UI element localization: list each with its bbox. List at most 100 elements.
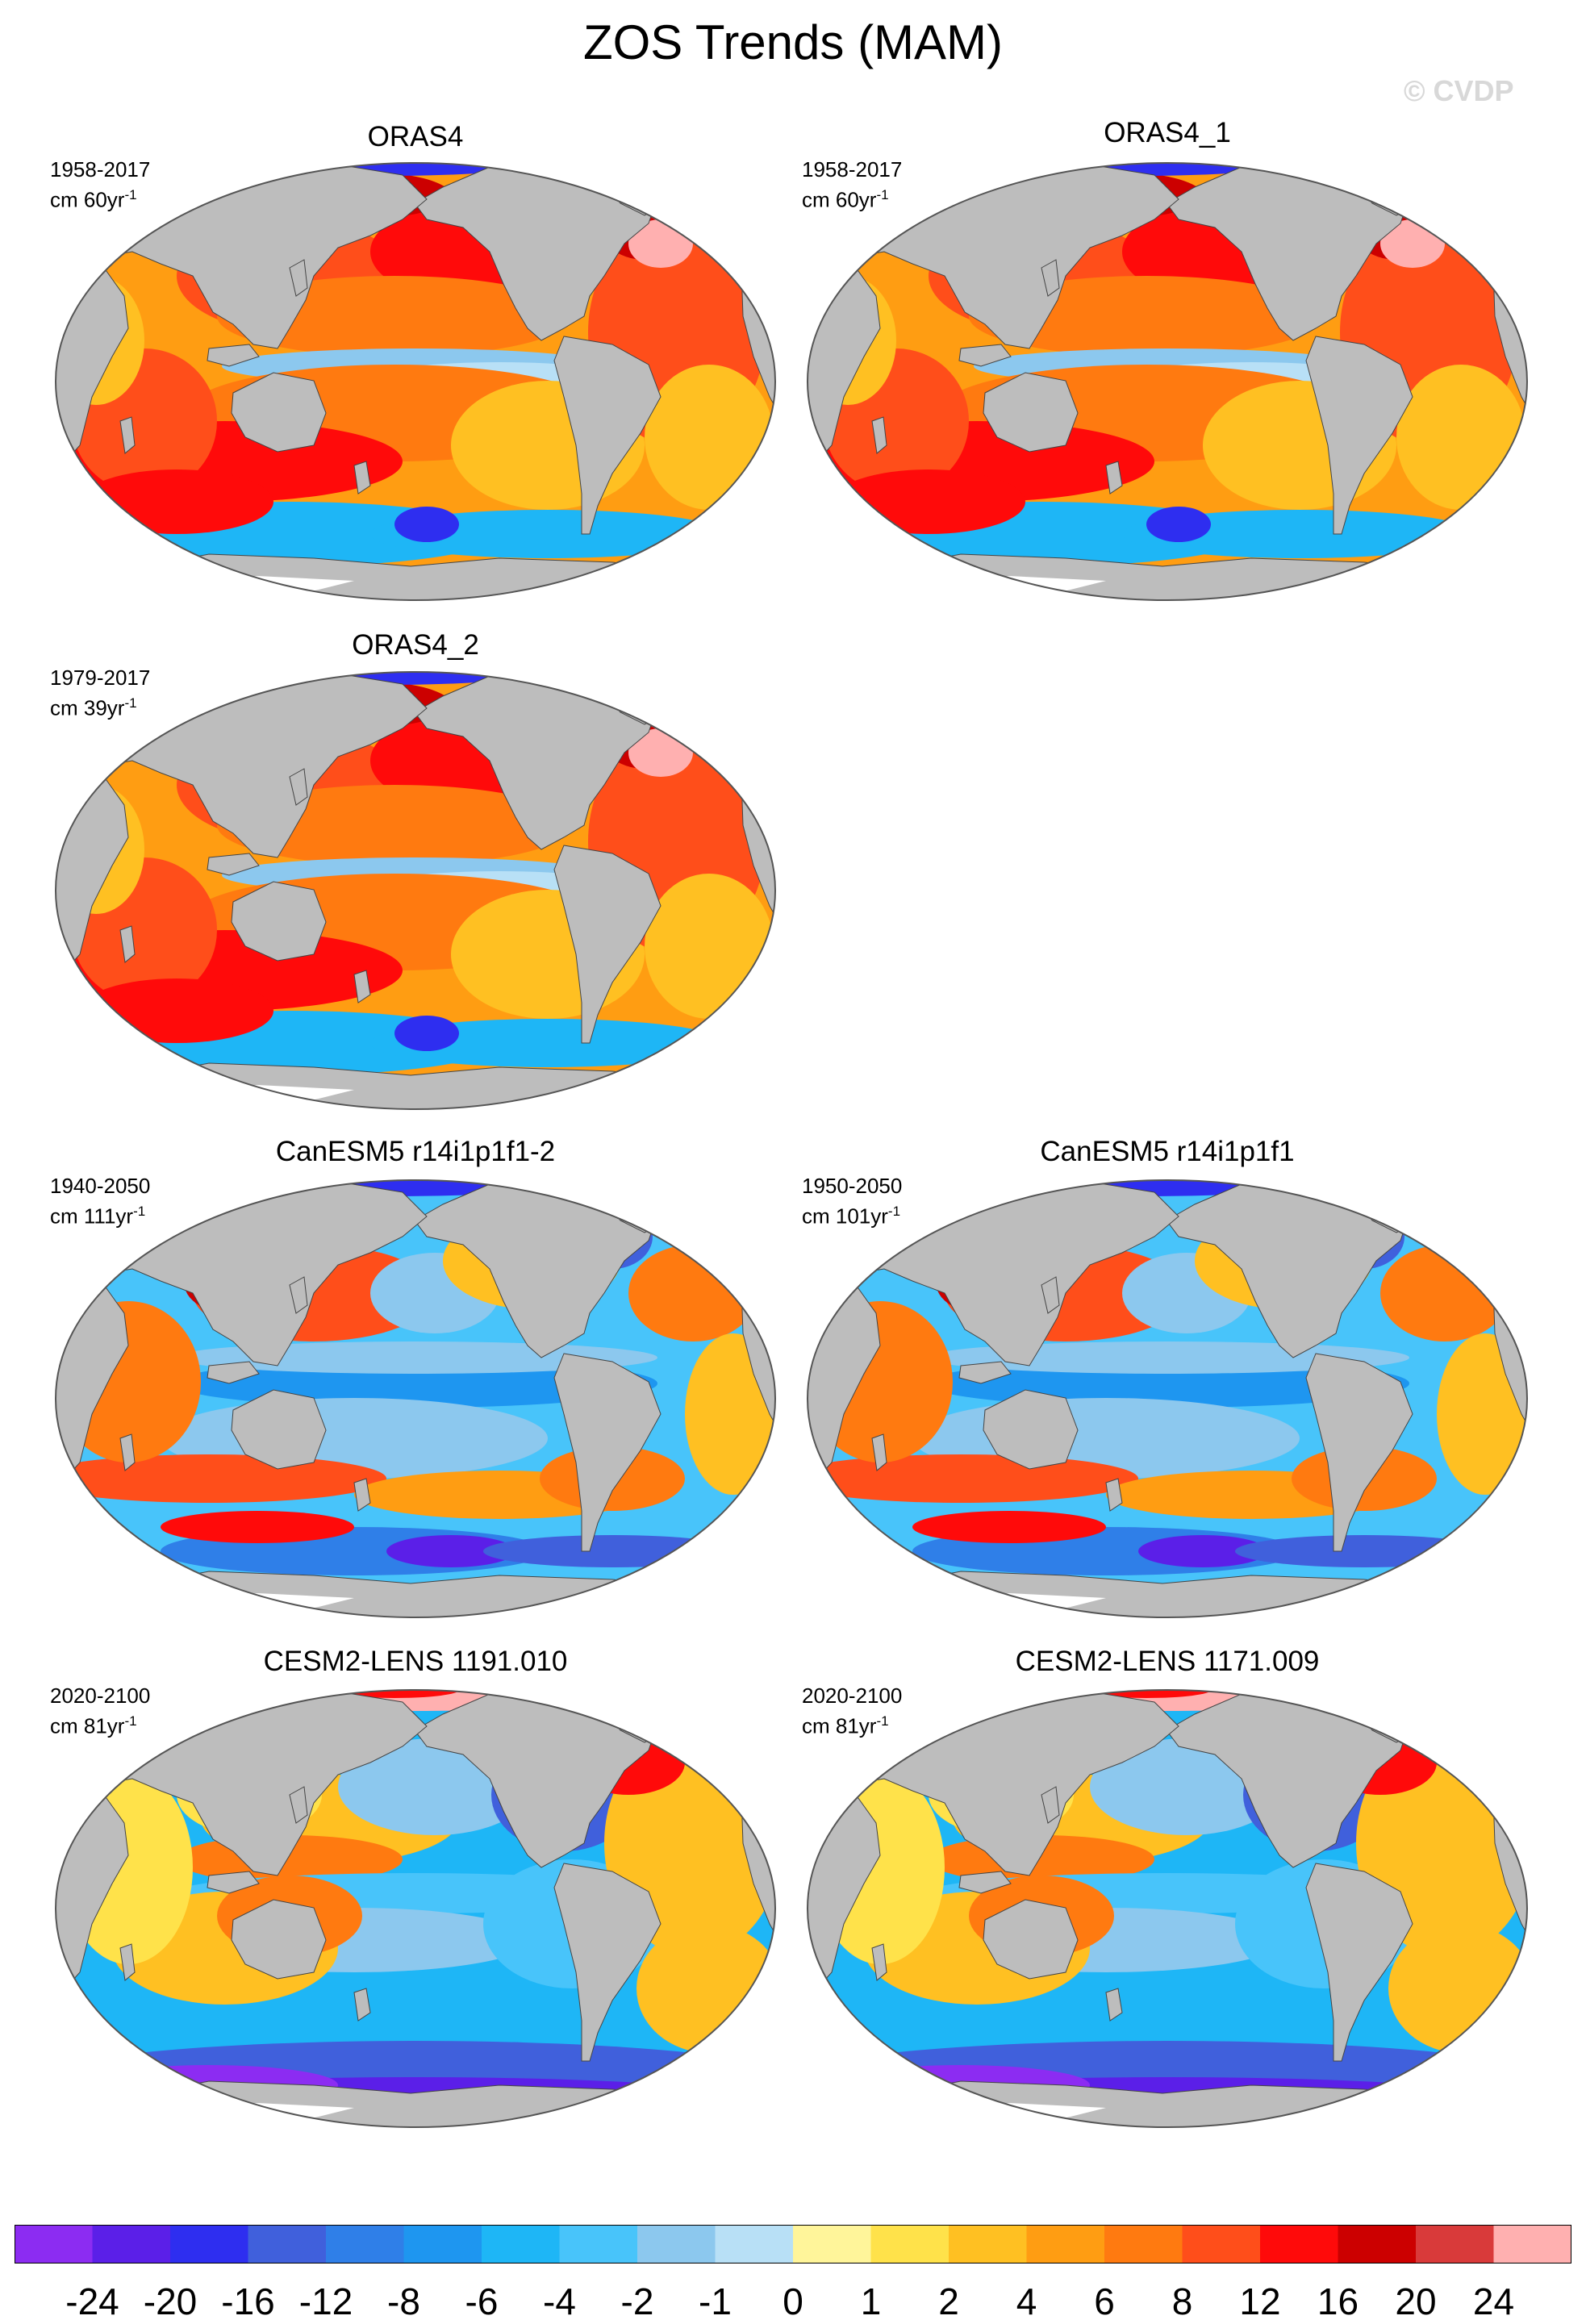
land-japan [1041,1786,1060,1824]
colorbar-swatch [15,2225,93,2264]
land-namerica [1166,163,1413,341]
colorbar-swatch [403,2225,482,2264]
land-indonesia [958,344,1012,367]
anomaly-patch [394,507,459,542]
map-outline [55,671,776,1110]
anomaly-patch [636,1924,775,2053]
anomaly-patch [645,365,774,510]
units-text: cm 60yr-1 [802,187,889,212]
land-namerica [414,672,662,850]
land-japan [289,1786,308,1824]
land-japan [1041,259,1060,297]
land-namerica [414,163,662,341]
map-panel-oras4-1 [807,162,1528,601]
colorbar-label: 2 [938,2280,959,2322]
land-europe [692,687,775,774]
colorbar-label: 16 [1317,2280,1359,2322]
colorbar-label: -24 [65,2280,119,2322]
land-indonesia [207,344,260,367]
land-indonesia [207,1871,260,1894]
colorbar-label: 12 [1239,2280,1281,2322]
colorbar-label: -8 [387,2280,420,2322]
anomaly-patch [330,1690,459,1698]
land-madagascar [119,416,136,454]
period-text: 1940-2050 [50,1174,151,1198]
units-text: cm 60yr-1 [50,187,137,212]
anomaly-patch [386,1535,515,1567]
period-text: 2020-2100 [50,1684,151,1708]
colorbar-swatch [870,2225,950,2264]
colorbar-swatch [1182,2225,1261,2264]
colorbar-swatch [1338,2225,1417,2264]
land-samerica [1305,1353,1413,1552]
colorbar-swatch [1493,2225,1571,2264]
land-nz [353,1478,371,1512]
anomaly-patch [1388,1924,1527,2053]
colorbar-swatch [482,2225,560,2264]
units-text: cm 111yr-1 [50,1204,146,1229]
colorbar-swatch [559,2225,638,2264]
panel-period-oras4-1: 1958-2017 cm 60yr-1 [802,156,902,213]
anomaly-patch [1235,1535,1493,1567]
anomaly-patch [1122,510,1477,558]
land-europe [692,1195,775,1282]
land-samerica [553,1863,662,2062]
land-madagascar [119,1433,136,1471]
land-nz [1105,1478,1123,1512]
anomaly-patch [80,978,273,1043]
colorbar [15,2225,1571,2264]
colorbar-label: -12 [298,2280,353,2322]
period-text: 2020-2100 [802,1684,903,1708]
anomaly-patch [1146,507,1211,542]
colorbar-label: 0 [783,2280,803,2322]
land-nz [353,461,371,494]
panel-title-oras4-2: ORAS4_2 [352,629,479,661]
cvdp-watermark: © CVDP [1404,74,1514,107]
map-panel-canesm5-2 [55,1179,776,1618]
colorbar-label: -2 [620,2280,654,2322]
land-japan [1041,1276,1060,1314]
colorbar-swatch [248,2225,327,2264]
panel-period-cesm2-1191: 2020-2100 cm 81yr-1 [50,1683,150,1739]
map-outline [55,162,776,601]
anomaly-patch [832,469,1025,534]
land-europe [692,1705,775,1792]
colorbar-swatch [1104,2225,1183,2264]
map-panel-canesm5 [807,1179,1528,1618]
land-australia [983,1389,1079,1470]
period-text: 1950-2050 [802,1174,903,1198]
colorbar-swatch [92,2225,171,2264]
land-samerica [553,845,662,1044]
panel-title-cesm2-1171: CESM2-LENS 1171.009 [1015,1646,1320,1677]
anomaly-patch [370,510,725,558]
land-europe [1444,1195,1527,1282]
map-outline [807,162,1528,601]
colorbar-frame [15,2225,1571,2264]
colorbar-swatch [1026,2225,1105,2264]
land-australia [983,372,1079,453]
land-europe [692,178,775,265]
colorbar-swatch [326,2225,404,2264]
land-europe [1444,1705,1527,1792]
colorbar-label: -6 [465,2280,499,2322]
land-nz [353,1988,371,2022]
colorbar-label: 4 [1016,2280,1037,2322]
land-japan [289,768,308,806]
land-europe [1444,178,1527,265]
panel-period-canesm5: 1950-2050 cm 101yr-1 [802,1173,902,1229]
period-text: 1958-2017 [802,157,903,181]
units-text: cm 81yr-1 [50,1713,137,1738]
colorbar-swatch [1416,2225,1494,2264]
colorbar-label: 24 [1472,2280,1515,2322]
panel-title-cesm2-1191: CESM2-LENS 1191.010 [263,1646,568,1677]
colorbar-label: 1 [860,2280,882,2322]
units-text: cm 39yr-1 [50,695,137,720]
land-namerica [1166,1690,1413,1868]
land-madagascar [119,925,136,963]
anomaly-patch [394,1016,459,1051]
land-japan [289,259,308,297]
map-panel-oras4-2 [55,671,776,1110]
period-text: 1958-2017 [50,157,151,181]
anomaly-patch [161,1511,354,1543]
units-text: cm 81yr-1 [802,1713,889,1738]
